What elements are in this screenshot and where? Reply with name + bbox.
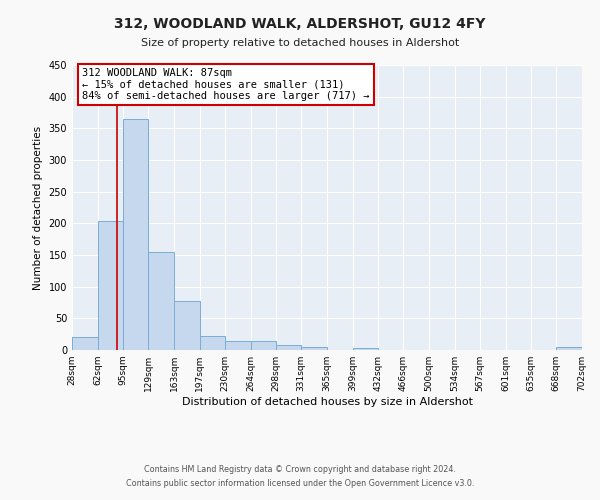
Bar	[72, 338, 98, 350]
Bar	[174, 300, 200, 350]
Bar	[301, 347, 327, 350]
X-axis label: Distribution of detached houses by size in Aldershot: Distribution of detached houses by size …	[182, 397, 473, 407]
Y-axis label: Number of detached properties: Number of detached properties	[33, 126, 43, 290]
Text: Size of property relative to detached houses in Aldershot: Size of property relative to detached ho…	[141, 38, 459, 48]
Bar	[98, 222, 122, 350]
Text: Contains HM Land Registry data © Crown copyright and database right 2024.
Contai: Contains HM Land Registry data © Crown c…	[126, 466, 474, 487]
Bar	[225, 340, 251, 350]
Bar	[251, 341, 277, 350]
Bar	[200, 336, 225, 350]
Bar	[122, 119, 148, 350]
Bar	[353, 348, 377, 350]
Bar	[148, 252, 174, 350]
Text: 312 WOODLAND WALK: 87sqm
← 15% of detached houses are smaller (131)
84% of semi-: 312 WOODLAND WALK: 87sqm ← 15% of detach…	[82, 68, 370, 101]
Bar	[556, 347, 582, 350]
Text: 312, WOODLAND WALK, ALDERSHOT, GU12 4FY: 312, WOODLAND WALK, ALDERSHOT, GU12 4FY	[114, 18, 486, 32]
Bar	[277, 345, 301, 350]
